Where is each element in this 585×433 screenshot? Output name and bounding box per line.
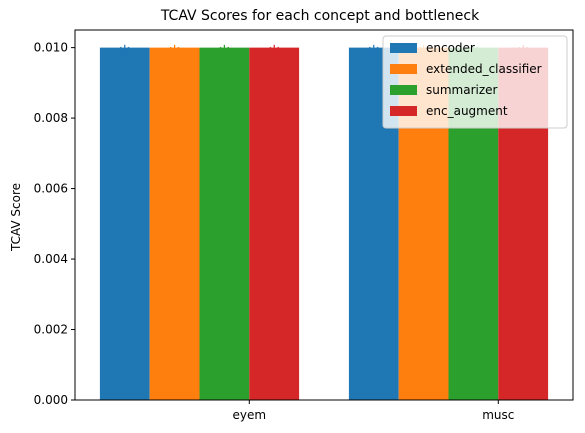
y-axis-ticks: 0.000 0.002 0.004 0.006 0.008 0.010 [34,41,75,407]
y-tick-label: 0.000 [34,393,68,407]
bar-eyem-summarizer [199,47,250,400]
y-tick-label: 0.006 [34,182,68,196]
x-axis-ticks: eyem musc [233,400,514,422]
x-tick-label: musc [482,408,514,422]
bar-eyem-extended_classifier [149,47,200,400]
y-tick-label: 0.010 [34,41,68,55]
significance-marker-eyem-extended_classifier: * [169,43,180,68]
y-tick-label: 0.004 [34,252,68,266]
significance-marker-eyem-encoder: * [119,43,130,68]
y-tick-label: 0.002 [34,323,68,337]
legend-label-encoder: encoder [426,41,475,55]
legend-swatch-extended_classifier [390,64,417,74]
significance-marker-eyem-summarizer: * [219,43,230,68]
significance-marker-eyem-enc_augment: * [269,43,280,68]
y-axis-label: TCAV Score [9,183,23,252]
legend: encoder extended_classifier summarizer enc_… [382,35,568,129]
bar-eyem-enc_augment [249,47,300,400]
bars-group [99,47,549,400]
chart-title: TCAV Scores for each concept and bottlen… [160,8,480,24]
axes-frame [74,29,574,401]
legend-label-summarizer: summarizer [426,83,498,97]
legend-box [382,35,568,129]
legend-swatch-encoder [390,43,417,53]
x-tick-label: eyem [233,408,267,422]
bar-eyem-encoder [99,47,150,400]
significance-marker-musc-encoder: * [368,43,379,68]
legend-swatch-summarizer [390,85,417,95]
legend-label-enc_augment: enc_augment [426,104,508,118]
y-tick-label: 0.008 [34,111,68,125]
legend-label-extended_classifier: extended_classifier [426,62,542,76]
legend-swatch-enc_augment [390,106,417,116]
